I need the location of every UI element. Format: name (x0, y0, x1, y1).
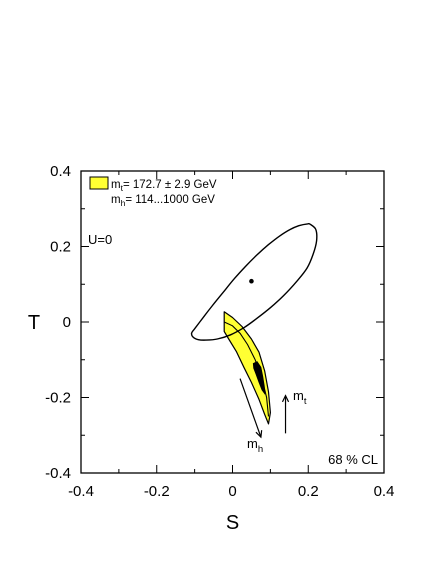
y-tick-label: -0.2 (45, 390, 71, 407)
mt-arrow-subscript: t (304, 396, 307, 407)
legend-mh-value: = 114...1000 GeV (125, 194, 215, 206)
mt-arrow-head (281, 394, 290, 403)
confidence-level-label: 68 % CL (328, 452, 378, 467)
legend-mt-subscript: t (121, 183, 124, 193)
legend-mh-subscript: h (121, 198, 126, 208)
y-axis-title: T (28, 312, 40, 334)
overlap-region (252, 361, 266, 396)
y-tick-label: 0 (63, 314, 71, 331)
mh-arrow-label: mh (247, 436, 263, 455)
y-tick-label: 0.2 (50, 239, 71, 256)
legend-mt-value: = 172.7 ± 2.9 GeV (123, 179, 217, 191)
u-zero-label: U=0 (88, 232, 112, 247)
y-tick-label: -0.4 (45, 465, 71, 482)
x-tick-label: 0 (228, 483, 236, 500)
x-tick-label: 0.4 (374, 483, 395, 500)
sm-prediction-band (223, 311, 271, 425)
y-tick-label: 0.4 (50, 163, 71, 180)
legend-entry-mt: mt= 172.7 ± 2.9 GeV (111, 179, 217, 193)
legend-swatch-sm-band (89, 176, 109, 190)
tick-labels: -0.4 -0.2 0 0.2 0.4 -0.4 -0.2 0 0.2 0.4 (45, 163, 394, 500)
mh-arrow-line (239, 378, 262, 438)
mh-arrow-head (255, 430, 263, 439)
x-tick-label: -0.4 (68, 483, 94, 500)
best-fit-point (249, 278, 254, 284)
legend-entry-mh: mh= 114...1000 GeV (111, 194, 215, 208)
mt-arrow-symbol: m (293, 388, 304, 403)
x-tick-label: 0.2 (298, 483, 319, 500)
legend-mt-symbol: m (111, 179, 121, 191)
legend-mh-symbol: m (111, 194, 121, 206)
fit-contour-ellipse (190, 222, 318, 341)
mh-arrow-symbol: m (247, 436, 258, 451)
x-tick-label: -0.2 (144, 483, 170, 500)
tick-marks (80, 170, 385, 474)
legend: mt= 172.7 ± 2.9 GeV mh= 114...1000 GeV (89, 176, 217, 208)
x-axis-title: S (226, 512, 239, 534)
mh-arrow-subscript: h (258, 444, 263, 455)
sm-band-inner-line (223, 321, 270, 417)
mt-arrow-label: mt (293, 388, 307, 407)
chart-marks (190, 222, 318, 439)
